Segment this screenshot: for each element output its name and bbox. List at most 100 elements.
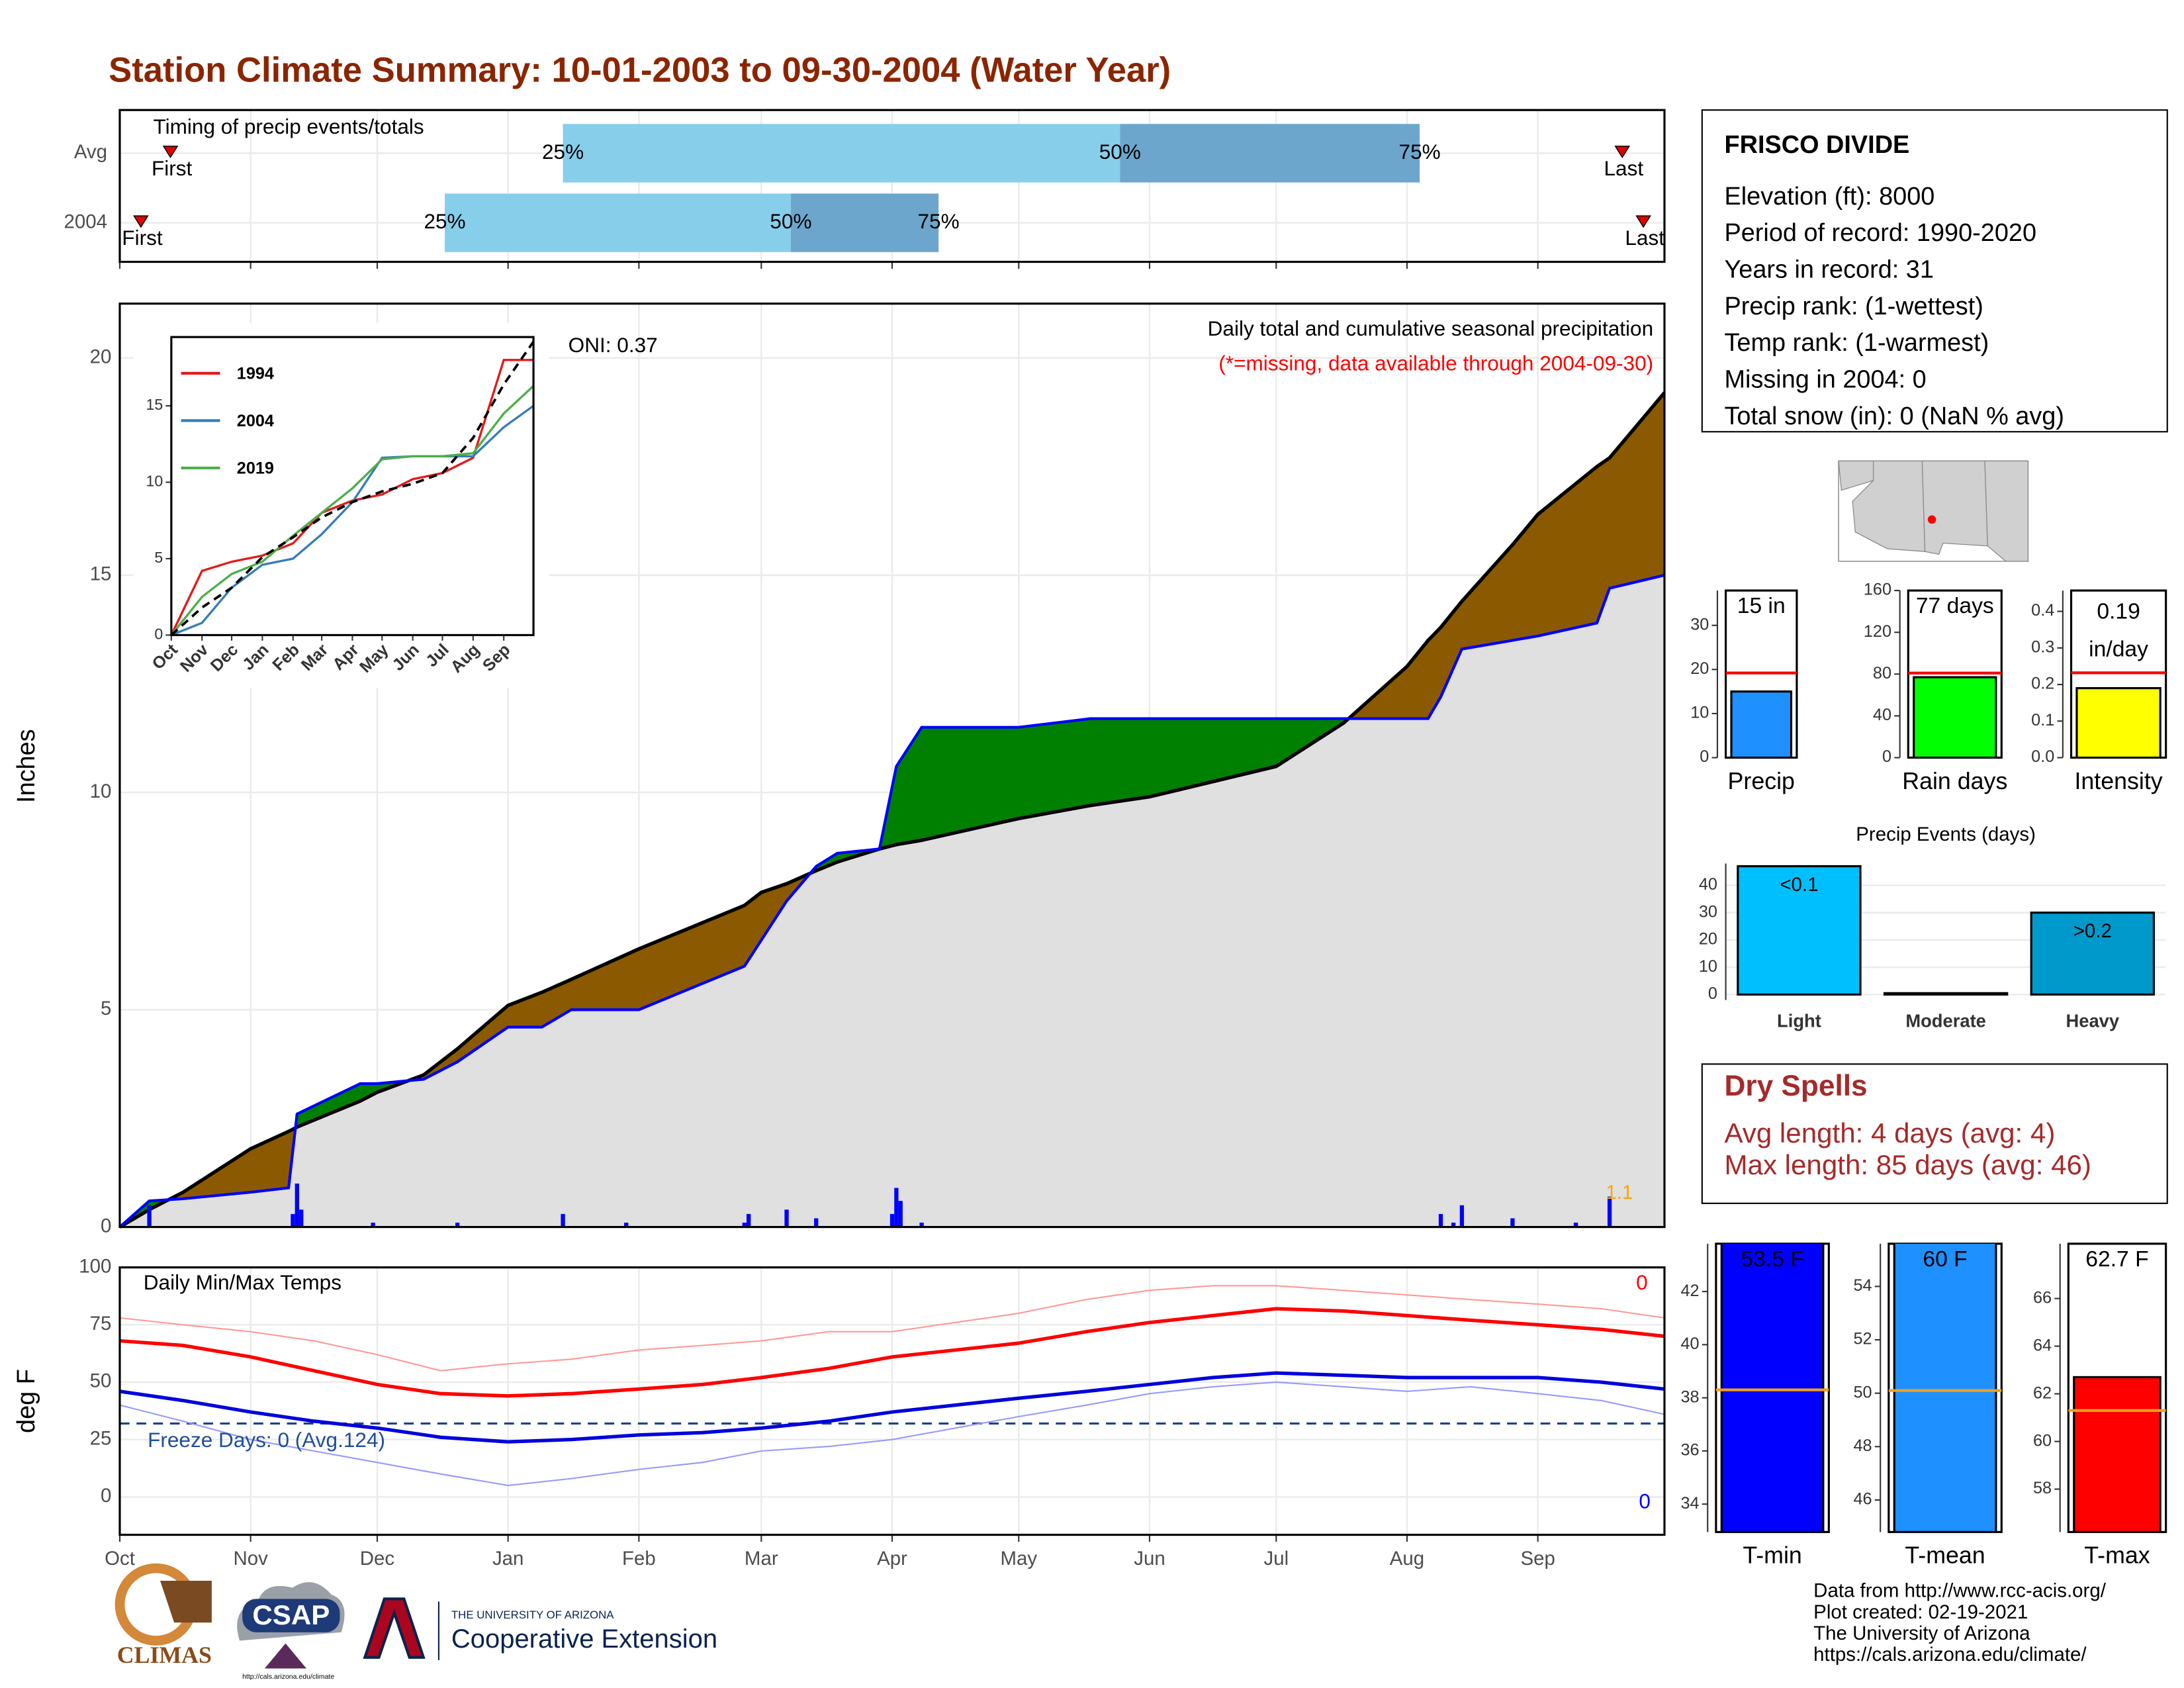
footer-line: Plot created: 02-19-2021 [1813,1601,2028,1623]
y-tick-label: 0 [101,1485,111,1507]
station-box [1701,109,2168,433]
base-area [119,575,1664,1227]
timing-bar [790,193,939,252]
value-label: 53.5 F [1741,1247,1803,1272]
y-tick-label: 50 [90,1370,112,1392]
y-tick-label: 0 [1700,747,1709,766]
legend-label: 2004 [237,412,274,430]
y-tick-label: 20 [90,346,112,368]
percentile-label: 25% [542,140,584,164]
daily-bar [147,1205,152,1227]
bar [2030,912,2155,996]
timing-marker-label: First [122,226,163,250]
daily-bar [299,1209,304,1227]
timing-bar [563,124,1120,183]
min-count: 0 [1639,1489,1651,1513]
y-tick-label: Avg [74,141,107,163]
dry-spells-title: Dry Spells [1724,1070,1867,1102]
y-tick-label: 100 [79,1255,111,1277]
y-tick-label: 58 [2033,1479,2052,1497]
x-tick-label: Rain days [1902,768,2007,794]
csap-text: CSAP [252,1599,330,1630]
y-tick-label: 10 [1699,957,1717,976]
daily-bar [295,1183,299,1227]
bar [1720,1243,1825,1532]
y-tick-label: 0.4 [2031,601,2054,620]
location-map [1838,460,2029,562]
daily-bar [624,1223,629,1227]
temp-line [119,1285,1665,1372]
y-tick-label: 160 [1864,581,1891,599]
daily-bar [1573,1223,1578,1227]
percentile-label: 50% [770,209,811,233]
map-new-mexico [1921,460,1988,555]
bar [2073,1376,2161,1532]
y-tick-label: 10 [1690,704,1709,722]
percentile-label: 75% [918,209,960,233]
y-tick-label: 34 [1681,1494,1700,1513]
station-dot [1927,515,1936,524]
daily-bar [371,1223,375,1227]
csap-url: http://cals.arizona.edu/climate [242,1673,334,1681]
observed-line [118,573,1665,1229]
value-label: 62.7 F [2085,1247,2148,1272]
station-line: Missing in 2004: 0 [1724,365,1926,393]
plot-frame [118,303,1666,1229]
ua-text: THE UNIVERSITY OF ARIZONA [451,1609,614,1621]
temp-line [119,1371,1665,1444]
y-tick-label: 62 [2033,1383,2052,1402]
inset-frame [170,336,535,636]
dry-spells-box [1701,1063,2168,1204]
oni-label: ONI: 0.37 [569,333,658,357]
timing-marker [162,146,179,159]
timing-bar [445,193,791,252]
y-tick-label: 40 [1873,706,1891,724]
timing-title: Timing of precip events/totals [154,115,424,138]
daily-bar [898,1201,903,1227]
x-tick-label: Precip [1728,768,1795,794]
x-tick-label: Apr [877,1548,907,1570]
bar-label: >0.2 [2073,920,2112,942]
legend-label: 2019 [237,459,274,478]
page-title: Station Climate Summary: 10-01-2003 to 0… [109,50,1171,89]
station-line: Temp rank: (1-warmest) [1724,329,1989,357]
y-tick-label: 50 [1853,1383,1872,1401]
daily-bar [889,1213,895,1227]
footer-line: The University of Arizona [1813,1622,2030,1644]
ua-logo [363,1597,426,1659]
dry-spell-line: Avg length: 4 days (avg: 4) [1724,1117,2055,1149]
chart-subtitle: (*=missing, data available through 2004-… [1218,352,1653,375]
y-tick-label: 52 [1853,1330,1872,1348]
daily-bar [784,1209,789,1227]
station-line: Years in record: 31 [1724,256,1933,283]
station-line: Period of record: 1990-2020 [1724,219,2036,247]
logos: CLIMAS CSAP http://cals.arizona.edu/clim… [114,1563,717,1681]
daily-bar [1459,1205,1465,1227]
y-tick-label: 40 [1681,1335,1700,1353]
timing-marker-label: Last [1604,156,1643,180]
y-tick-label: 75 [90,1313,112,1335]
daily-bar [561,1213,565,1227]
chart-title: Precip Events (days) [1856,823,2036,845]
value-label: 15 in [1737,594,1786,618]
daily-bar [1607,1196,1612,1227]
y-tick-label: 0.1 [2031,711,2054,729]
bar [1913,676,1997,758]
y-tick-label: 5 [154,549,163,566]
y-tick-label: 0.2 [2031,675,2054,693]
unit-label: in/day [2089,637,2148,661]
x-tick-label: T-max [2084,1542,2150,1569]
station-name: FRISCO DIVIDE [1724,131,1909,159]
bar [1893,1243,1997,1532]
x-tick-label: Dec [360,1548,394,1570]
station-line: Total snow (in): 0 (NaN % avg) [1724,402,2064,430]
plot-frame [118,109,1666,263]
station-line: Elevation (ft): 8000 [1724,183,1934,211]
y-tick-label: 40 [1699,875,1717,894]
y-tick-label: 64 [2033,1336,2052,1354]
percentile-label: 50% [1099,140,1141,164]
freeze-label: Freeze Days: 0 (Avg.124) [148,1428,385,1452]
y-tick-label: 54 [1853,1276,1872,1295]
x-tick-label: Oct [105,1548,135,1570]
temp-line [119,1381,1665,1487]
